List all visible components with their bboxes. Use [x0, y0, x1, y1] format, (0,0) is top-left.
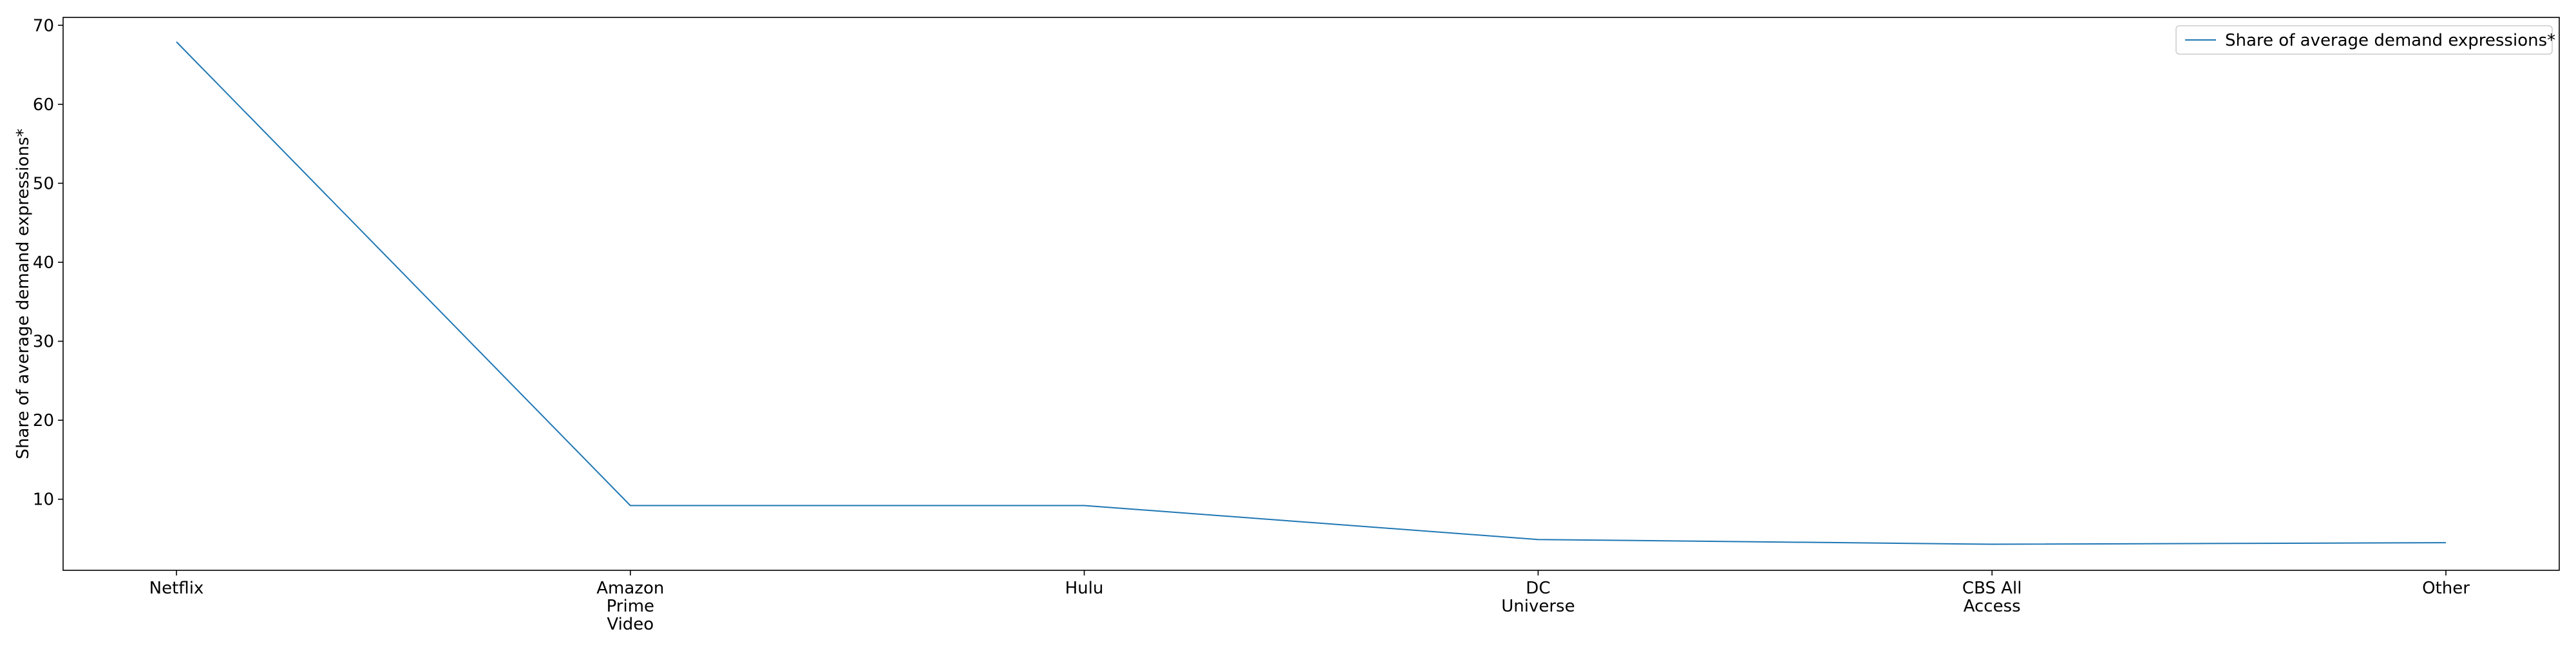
legend-box — [2175, 25, 2553, 55]
x-tick-label-line: Netflix — [149, 579, 204, 598]
series-line — [176, 41, 2447, 545]
x-tick-label-line: CBS All — [1962, 579, 2022, 598]
y-axis-label: Share of average demand expressions* — [14, 128, 33, 459]
legend: Share of average demand expressions* — [2175, 25, 2555, 55]
x-tick-label-line: Prime — [607, 597, 654, 616]
y-axis: 10 20 30 40 50 60 70 — [33, 16, 63, 510]
x-tick-label: Hulu — [1065, 579, 1104, 598]
legend-label: Share of average demand expressions* — [2225, 31, 2555, 50]
x-tick-label: DC Universe — [1501, 579, 1575, 616]
x-tick-label-line: Video — [607, 615, 654, 634]
y-tick-label: 70 — [33, 16, 54, 35]
y-tick-label: 60 — [33, 95, 54, 115]
x-tick-label-line: Universe — [1501, 597, 1575, 616]
x-tick-label: Netflix — [149, 579, 204, 598]
x-tick-label: Amazon Prime Video — [596, 579, 664, 634]
y-tick-label: 20 — [33, 411, 54, 430]
y-tick-label: 50 — [33, 174, 54, 193]
y-tick-label: 30 — [33, 333, 54, 352]
x-tick-label: CBS All Access — [1962, 579, 2022, 616]
y-tick-label: 10 — [33, 490, 54, 510]
x-tick-label-line: Other — [2422, 579, 2470, 598]
plot-area — [62, 17, 2560, 571]
x-axis: Netflix Amazon Prime Video Hulu DC Universe CBS… — [149, 570, 2470, 634]
x-tick-label: Other — [2422, 579, 2470, 598]
x-tick-label-line: Access — [1964, 597, 2021, 616]
x-tick-label-line: Amazon — [596, 579, 664, 598]
x-tick-label-line: DC — [1526, 579, 1550, 598]
x-tick-label-line: Hulu — [1065, 579, 1104, 598]
series-layer — [176, 41, 2447, 545]
y-tick-label: 40 — [33, 253, 54, 273]
